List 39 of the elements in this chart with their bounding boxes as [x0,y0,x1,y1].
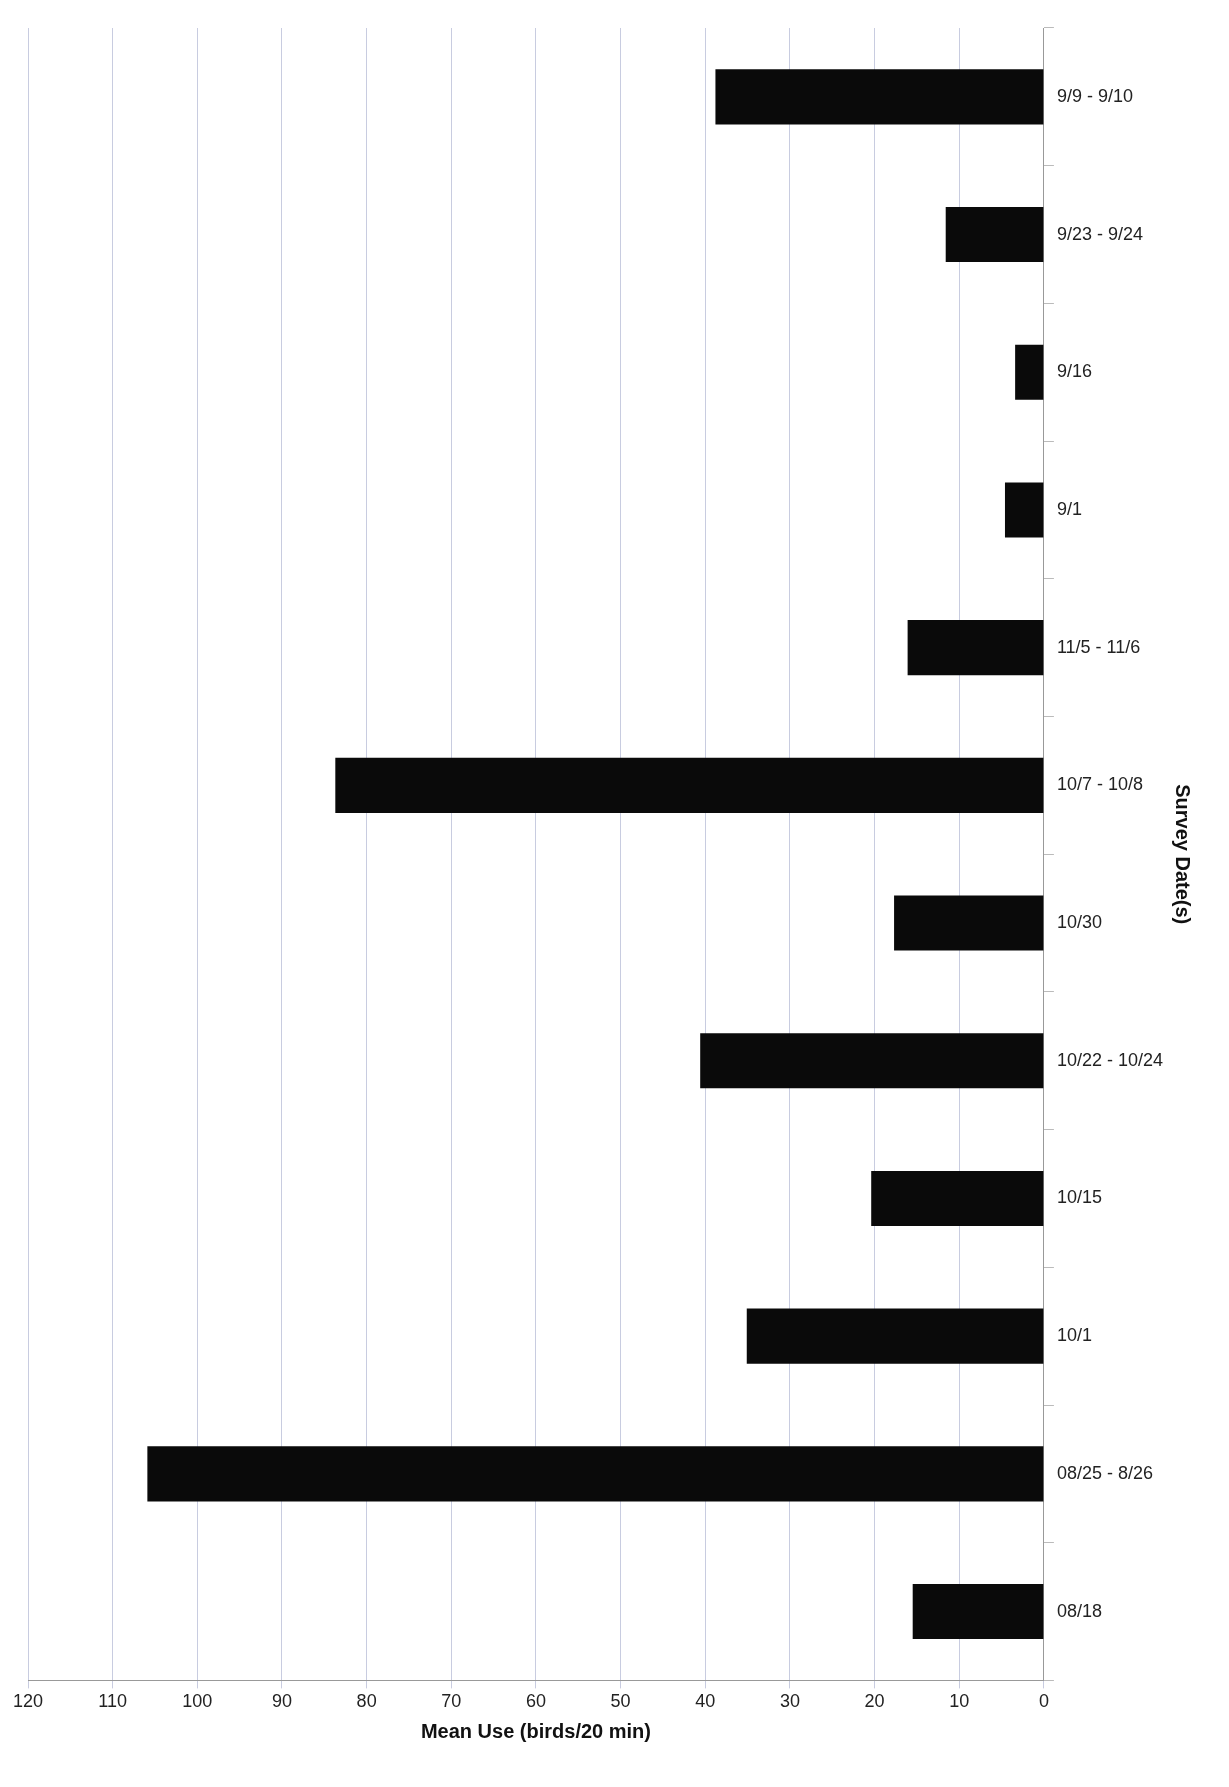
y-tick-label: 9/16 [1056,361,1092,382]
x-tick-label: 20 [864,1691,885,1712]
bar [147,1446,1044,1502]
y-tick-label: 10/1 [1056,1325,1092,1346]
bar [907,620,1044,676]
bar [1015,344,1044,400]
x-tick-label: 40 [695,1691,716,1712]
bar [700,1033,1044,1089]
y-tick-label: 9/9 - 9/10 [1056,85,1133,106]
x-tick-label: 80 [356,1691,377,1712]
x-tick-label: 50 [610,1691,631,1712]
bar [871,1170,1044,1226]
x-axis-title: Mean Use (birds/20 min) [420,1719,651,1742]
y-tick-label: 11/5 - 11/6 [1056,636,1141,657]
y-tick-label: 10/15 [1056,1187,1102,1208]
bar [912,1584,1044,1640]
y-tick-label: 9/23 - 9/24 [1056,223,1143,244]
bar [746,1308,1044,1364]
y-axis-title: Survey Date(s) [1172,784,1195,925]
x-tick-label: 10 [949,1691,970,1712]
x-tick-label: 90 [271,1691,292,1712]
x-tick-label: 120 [12,1691,44,1712]
x-tick-label: 60 [525,1691,546,1712]
x-tick-label: 70 [441,1691,462,1712]
y-tick-label: 9/1 [1056,498,1082,519]
bar [945,207,1044,263]
bar [715,69,1044,125]
x-tick-label: 30 [779,1691,800,1712]
y-tick-label: 10/30 [1056,912,1102,933]
x-tick-label: 0 [1038,1691,1049,1712]
y-tick-label: 10/22 - 10/24 [1056,1049,1164,1070]
x-tick-label: 110 [98,1691,128,1712]
bar [335,757,1044,813]
bar [894,895,1044,951]
y-tick-label: 10/7 - 10/8 [1056,774,1143,795]
bar [1004,482,1044,538]
y-tick-label: 08/25 - 8/26 [1056,1462,1153,1483]
y-tick-label: 08/18 [1056,1600,1102,1621]
x-tick-label: 100 [182,1691,213,1712]
